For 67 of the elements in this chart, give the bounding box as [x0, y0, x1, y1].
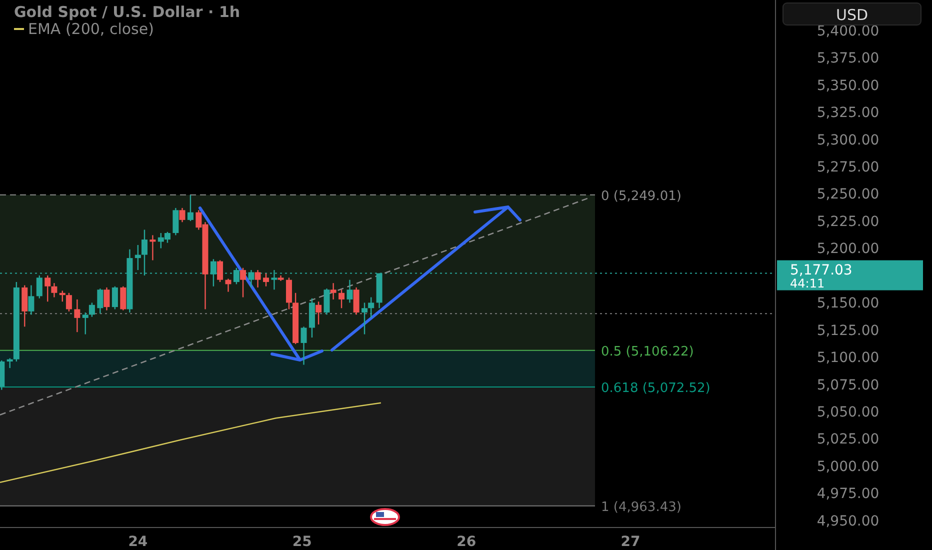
candlestick	[262, 272, 269, 287]
candlestick	[120, 286, 126, 311]
ref-line-label: 5,177.03	[790, 262, 852, 278]
y-axis-title: USD	[836, 6, 868, 24]
candlestick	[225, 278, 232, 292]
candlestick	[172, 207, 179, 236]
candlestick	[330, 282, 336, 300]
candlestick	[300, 326, 307, 366]
x-tick-label: 26	[456, 534, 476, 550]
y-tick-label: 5,000.00	[816, 458, 880, 475]
candlestick	[254, 269, 261, 288]
candlestick	[240, 267, 246, 298]
y-tick-label: 5,375.00	[816, 50, 880, 67]
candlestick	[22, 284, 28, 328]
candlestick	[134, 244, 141, 271]
candlestick	[28, 284, 34, 316]
candlestick	[97, 288, 104, 314]
candlestick	[104, 286, 110, 311]
candlestick	[217, 260, 224, 283]
candlestick	[286, 277, 292, 310]
y-tick-label: 5,225.00	[816, 214, 880, 230]
y-tick-label: 5,400.00	[816, 23, 880, 40]
candlestick	[324, 288, 330, 316]
x-tick-label: 25	[292, 534, 312, 550]
y-tick-label: 4,950.00	[816, 513, 880, 530]
candlestick	[150, 234, 156, 261]
candlestick	[6, 358, 13, 369]
text: 44:11	[790, 276, 825, 290]
candlestick	[74, 298, 80, 333]
chart-title: Gold Spot / U.S. Dollar · 1h	[14, 3, 240, 21]
candlestick	[51, 282, 58, 298]
candlestick	[82, 312, 88, 335]
candlestick	[112, 286, 118, 310]
candlestick	[179, 207, 186, 223]
y-tick-label: 5,325.00	[816, 105, 880, 122]
y-tick-label: 5,100.00	[816, 350, 880, 366]
y-tick-label: 5,025.00	[816, 432, 880, 448]
y-tick-label: 5,275.00	[816, 159, 880, 176]
ref-line-label: 0.5 (5,106.22)	[601, 344, 694, 360]
candlestick	[316, 301, 322, 326]
y-tick-label: 5,300.00	[816, 132, 880, 148]
legend-label: EMA (200, close)	[28, 20, 154, 38]
y-tick-label: 5,125.00	[816, 322, 880, 339]
candlestick	[66, 292, 72, 312]
y-tick-label: 5,050.00	[816, 404, 880, 420]
x-tick-label: 27	[620, 534, 640, 550]
ref-line-label: 0.618 (5,072.52)	[601, 381, 710, 396]
candlestick	[88, 302, 95, 318]
ref-line-label: 1 (4,963.43)	[601, 500, 682, 515]
candlestick	[346, 279, 353, 304]
candlestick	[353, 286, 360, 316]
ref-line-label: 0 (5,249.01)	[601, 188, 682, 204]
y-tick-label: 5,200.00	[816, 241, 880, 258]
candlestick	[44, 274, 51, 302]
candlestick	[338, 289, 345, 309]
x-tick-label: 24	[128, 534, 148, 550]
candlestick	[59, 290, 66, 302]
line-series	[0, 402, 382, 484]
y-tick-label: 5,250.00	[816, 186, 880, 203]
candlestick	[36, 274, 42, 299]
y-tick-label: 5,350.00	[816, 78, 880, 94]
candlestick	[187, 194, 194, 222]
candlestick	[368, 296, 374, 319]
y-tick-label: 5,150.00	[816, 296, 880, 312]
y-tick-label: 4,975.00	[816, 486, 880, 502]
y-tick-label: 5,075.00	[816, 377, 880, 394]
candlestick	[362, 302, 368, 335]
